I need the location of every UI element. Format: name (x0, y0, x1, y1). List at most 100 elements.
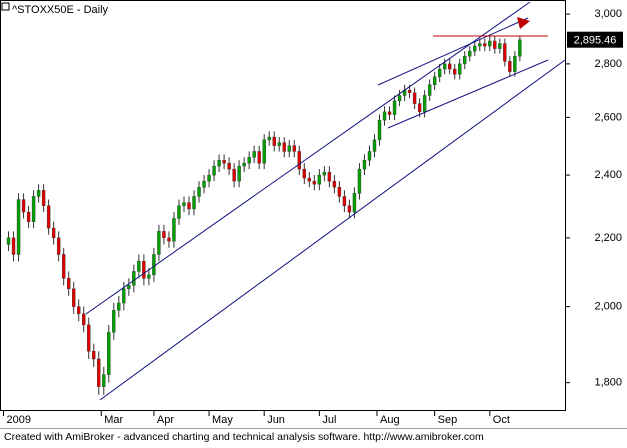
candle-body (66, 278, 71, 290)
candle-body (397, 95, 402, 102)
candle-body (483, 43, 487, 47)
candle-body (257, 151, 261, 164)
candle-body (56, 237, 61, 255)
candle-body (332, 180, 337, 188)
candle-body (372, 139, 377, 152)
candle-body (352, 193, 357, 213)
candle-body (297, 151, 301, 170)
candle-body (342, 196, 347, 206)
x-tick-label: 2009 (7, 414, 31, 426)
candle-body (107, 332, 111, 375)
candle-body (422, 95, 427, 113)
candle-body (162, 231, 166, 239)
candle-body (453, 68, 457, 75)
candle-body (77, 306, 81, 315)
candle-body (117, 302, 121, 311)
y-tick-label: 2,000 (594, 301, 622, 313)
candle-body (282, 142, 286, 152)
candle-body (473, 45, 477, 52)
x-tick-label: Mar (104, 414, 123, 426)
candle-body (292, 145, 296, 152)
candle-body (458, 63, 462, 75)
candle-body (387, 111, 392, 115)
candle-body (518, 39, 522, 57)
candle-body (61, 254, 66, 279)
candle-body (267, 136, 271, 141)
candle-body (87, 324, 91, 352)
trend-lines (85, 1, 566, 401)
x-tick-label: Oct (493, 414, 510, 426)
candle-body (287, 145, 291, 152)
footer-text: Created with AmiBroker - advanced charti… (4, 431, 484, 443)
y-tick-label: 2,200 (594, 232, 622, 244)
candle-body (82, 313, 86, 326)
last-price-label: 2,895.46 (574, 35, 617, 47)
candle-body (447, 63, 452, 70)
candle-body (302, 168, 307, 179)
candle-body (132, 271, 136, 286)
candle-body (317, 174, 322, 185)
candle-body (222, 160, 226, 164)
candle-body (11, 237, 16, 255)
candle-body (212, 165, 216, 176)
candle-body (142, 260, 146, 279)
candle-body (36, 190, 41, 197)
candle-body (432, 76, 437, 85)
candle-body (31, 196, 36, 222)
candle-body (167, 237, 171, 242)
candle-body (272, 136, 276, 146)
candle-body (182, 202, 186, 206)
candle-body (407, 89, 412, 93)
candle-body (478, 43, 482, 47)
candle-body (252, 151, 256, 158)
candle-body (498, 43, 502, 49)
candle-body (327, 171, 332, 182)
candle-body (242, 162, 246, 167)
trend-line (85, 1, 531, 315)
candle-body (16, 199, 21, 255)
candle-body (322, 171, 327, 176)
y-tick-label: 2,400 (594, 169, 622, 181)
candle-body (493, 40, 497, 49)
candle-body (6, 237, 11, 245)
candle-body (417, 103, 422, 113)
candle-body (127, 285, 131, 290)
candle-body (367, 151, 372, 161)
candle-body (337, 187, 342, 197)
candle-body (102, 374, 106, 387)
candle-body (21, 199, 26, 213)
candle-body (382, 111, 387, 121)
last-price-box (567, 31, 623, 48)
plot-area (0, 0, 566, 411)
candle-body (232, 168, 236, 182)
candle-body (192, 196, 196, 210)
x-tick-label: May (212, 414, 233, 426)
x-tick-label: Jun (267, 414, 285, 426)
candle-body (147, 274, 151, 279)
candle-body (92, 351, 96, 360)
plot-layer (6, 36, 522, 395)
candle-body (187, 202, 191, 210)
candle-body (247, 157, 251, 164)
candle-body (202, 180, 206, 188)
candle-body (262, 139, 266, 164)
candle-body (207, 174, 211, 182)
candle-body (463, 55, 467, 65)
candle-body (488, 40, 492, 47)
candle-body (392, 100, 397, 115)
candle-body (157, 231, 161, 255)
candle-body (312, 180, 317, 185)
trend-line (377, 17, 529, 86)
candle-body (152, 254, 156, 276)
trend-line (99, 59, 566, 401)
x-tick-label: Aug (380, 414, 400, 426)
title-icon (1, 2, 10, 11)
candle-body (427, 84, 432, 96)
candle-body (503, 43, 507, 62)
candle-body (508, 61, 512, 72)
y-tick-label: 1,800 (594, 377, 622, 389)
y-tick-label: 2,800 (594, 58, 622, 70)
candle-body (197, 187, 201, 197)
candle-body (172, 218, 176, 242)
